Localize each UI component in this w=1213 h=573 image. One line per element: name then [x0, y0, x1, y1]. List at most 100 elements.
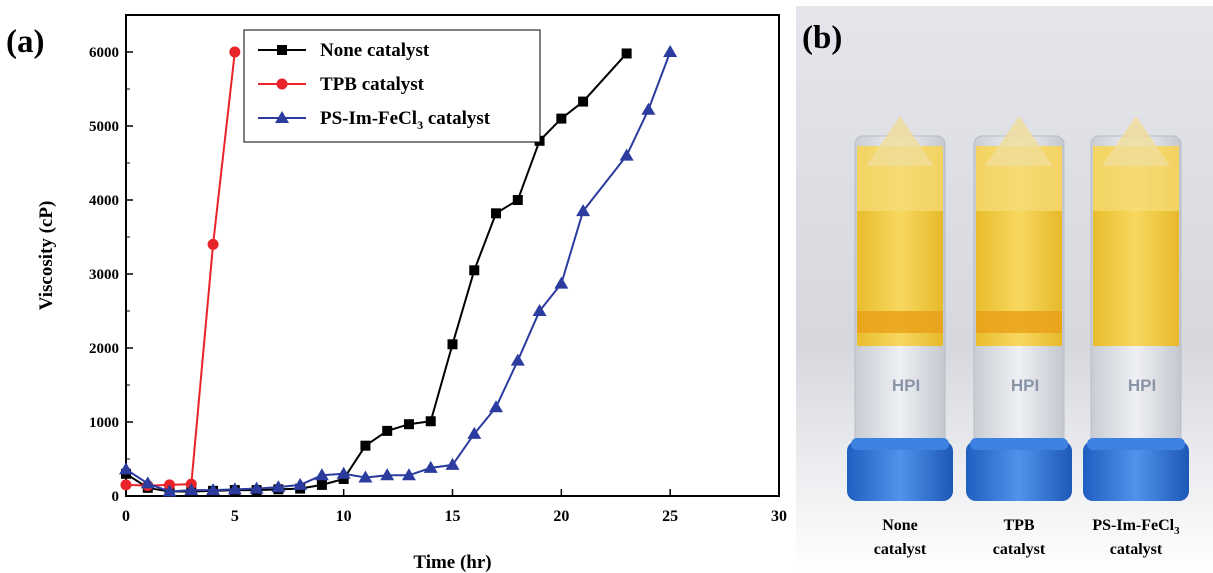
- vial-label-2-line2: catalyst: [1110, 541, 1163, 558]
- viscosity-chart: (a) 0 5 10 15 20 25 30 0 1000 2000 3000 4000 5000 600…: [6, 14, 787, 573]
- vial-cap-rim: [1087, 438, 1185, 450]
- series-2-point: [119, 462, 133, 475]
- series-0-point: [621, 48, 632, 59]
- y-tick-label-6000: 6000: [89, 45, 119, 61]
- y-tick-label-4000: 4000: [89, 193, 119, 209]
- vial-cone: [985, 116, 1053, 166]
- series-0-point: [556, 113, 567, 124]
- series-2-point: [663, 45, 678, 57]
- vial-print: HPI: [1011, 376, 1039, 395]
- series-2-point: [467, 426, 482, 439]
- y-tick-label-5000: 5000: [89, 119, 119, 135]
- series-2-point: [423, 460, 438, 473]
- legend-marker: [275, 111, 289, 123]
- x-tick-label-5: 5: [231, 508, 239, 525]
- legend-entry-1: TPB catalyst: [258, 74, 425, 95]
- vial-labels: None catalyst TPB catalyst PS-Im-FeCl3 cataly…: [874, 517, 1180, 558]
- vial-sediment: [976, 311, 1062, 333]
- photo-panel: (b) HPI HPI HPI None catalyst TPB catalyst PS-…: [796, 6, 1213, 573]
- vial-label-1-line1: TPB: [1003, 517, 1034, 534]
- legend-label-2: PS-Im-FeCl3 catalyst: [320, 108, 491, 132]
- vial-cap-rim: [851, 438, 949, 450]
- series-2-point: [227, 482, 242, 495]
- series-1: [120, 46, 241, 492]
- series-1-point: [207, 238, 219, 250]
- vial-0: HPI: [847, 116, 953, 501]
- panel-b-label: (b): [802, 20, 842, 56]
- series-2-point: [401, 468, 416, 481]
- vial-1: HPI: [966, 116, 1072, 501]
- legend-entry-0: None catalyst: [258, 40, 430, 61]
- legend-box: [243, 29, 541, 143]
- legend-marker: [276, 78, 288, 90]
- x-tick-label-10: 10: [336, 508, 352, 525]
- vials-photo: (b) HPI HPI HPI None catalyst TPB catalyst PS-…: [796, 6, 1213, 573]
- series-0-point: [447, 339, 458, 350]
- series-0-point: [512, 195, 523, 205]
- vial-sediment: [857, 311, 943, 333]
- vial-label-1-line2: catalyst: [993, 541, 1046, 558]
- y-tick-label-0: 0: [112, 489, 120, 505]
- vials: HPI HPI HPI: [847, 116, 1189, 501]
- chart-panel: (a) 0 5 10 15 20 25 30 0 1000 2000 3000 4000 5000 600…: [6, 14, 787, 573]
- series-2-point: [249, 481, 264, 494]
- y-axis-label: Viscosity (cP): [36, 201, 57, 311]
- series-2-point: [336, 466, 351, 479]
- series-2-point: [206, 483, 221, 496]
- series-0-point: [316, 479, 327, 490]
- series-2-point: [314, 468, 329, 481]
- series-1-line: [125, 51, 236, 487]
- series-2-point: [641, 102, 656, 115]
- y-tick-label-2000: 2000: [89, 341, 119, 357]
- legend-entry-2: PS-Im-FeCl3 catalyst: [258, 108, 491, 132]
- x-tick-label-20: 20: [553, 508, 569, 525]
- vial-label-2-line1: PS-Im-FeCl3: [1092, 517, 1180, 537]
- vial-label-0-line2: catalyst: [874, 541, 927, 558]
- vial-cone: [866, 116, 934, 166]
- series-2-point: [162, 484, 177, 497]
- x-tick-label-25: 25: [662, 508, 678, 525]
- axis-ticks: 0 5 10 15 20 25 30 0 1000 2000 3000 4000 5000 6000: [89, 45, 787, 525]
- x-tick-label-0: 0: [122, 508, 130, 525]
- x-axis-label: Time (hr): [413, 552, 491, 573]
- series-2-point: [489, 400, 504, 413]
- y-tick-label-3000: 3000: [89, 267, 119, 283]
- vial-cap: [966, 441, 1072, 501]
- panel-a-label: (a): [6, 24, 44, 60]
- series-0-point: [382, 425, 393, 436]
- series-2-point: [184, 483, 199, 496]
- series-0-point: [403, 419, 414, 430]
- series-2-point: [445, 457, 460, 470]
- series-2-point: [510, 353, 525, 366]
- x-tick-label-15: 15: [445, 508, 461, 525]
- series-2-point: [554, 276, 569, 289]
- vial-label-0-line1: None: [882, 517, 918, 534]
- series-2: [119, 45, 678, 497]
- legend-marker: [277, 45, 287, 55]
- series-1-point: [229, 46, 241, 58]
- series-0-point: [425, 416, 436, 427]
- vial-2: HPI: [1083, 116, 1189, 501]
- series-2-point: [271, 480, 286, 493]
- series-2-point: [140, 476, 155, 489]
- series-2-point: [293, 477, 308, 490]
- vial-cap: [847, 441, 953, 501]
- series-0-point: [491, 208, 502, 219]
- series-0-point: [360, 440, 371, 451]
- series-2-point: [358, 470, 373, 483]
- legend-label-0: None catalyst: [320, 40, 430, 61]
- series-1-point: [120, 479, 132, 491]
- legend: None catalyst TPB catalyst PS-Im-FeCl3 cat…: [243, 29, 541, 143]
- x-tick-label-30: 30: [771, 508, 787, 525]
- vial-cone: [1102, 116, 1170, 166]
- vial-print: HPI: [892, 376, 920, 395]
- legend-label-1: TPB catalyst: [320, 74, 425, 95]
- series-0-point: [469, 265, 480, 276]
- vial-print: HPI: [1128, 376, 1156, 395]
- y-tick-label-1000: 1000: [89, 415, 119, 431]
- vial-cap: [1083, 441, 1189, 501]
- series-2-point: [576, 204, 591, 217]
- series-0-point: [338, 473, 349, 484]
- series-2-point: [532, 304, 547, 316]
- series-0-point: [578, 96, 589, 107]
